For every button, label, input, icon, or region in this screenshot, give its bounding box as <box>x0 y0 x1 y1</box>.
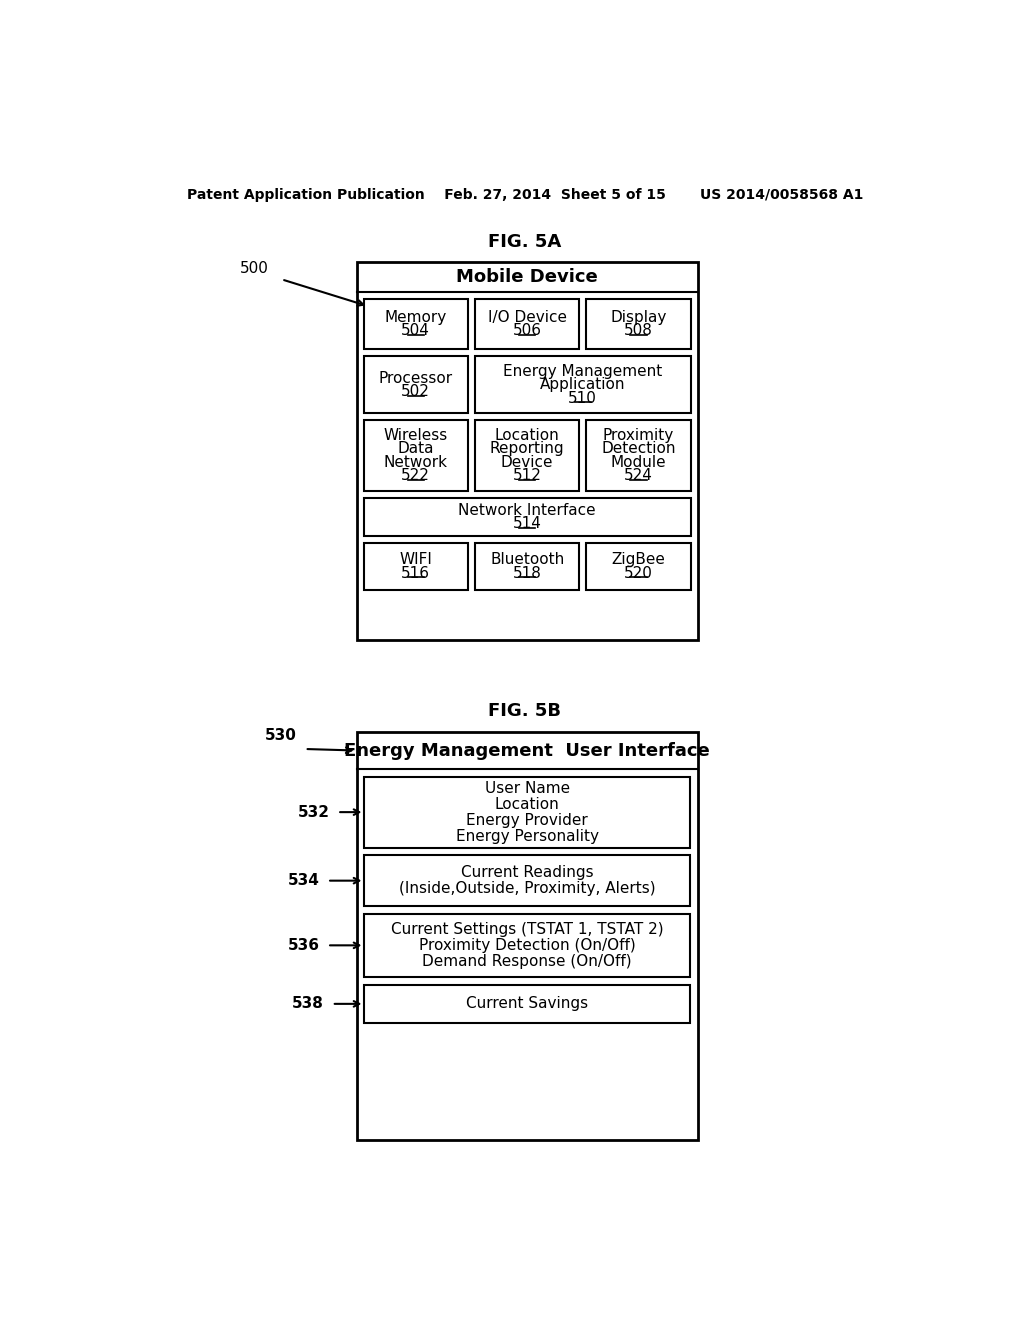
Text: Data: Data <box>397 441 434 457</box>
Text: Patent Application Publication    Feb. 27, 2014  Sheet 5 of 15       US 2014/005: Patent Application Publication Feb. 27, … <box>186 189 863 202</box>
Text: 522: 522 <box>401 469 430 483</box>
Bar <box>365 776 690 847</box>
Bar <box>475 356 690 413</box>
Bar <box>587 544 690 590</box>
Text: 514: 514 <box>513 516 542 532</box>
Bar <box>365 913 690 977</box>
Bar <box>365 985 690 1023</box>
Text: (Inside,Outside, Proximity, Alerts): (Inside,Outside, Proximity, Alerts) <box>398 882 655 896</box>
Text: Device: Device <box>501 455 553 470</box>
Bar <box>356 263 697 640</box>
Text: FIG. 5A: FIG. 5A <box>488 232 561 251</box>
Text: Detection: Detection <box>601 441 676 457</box>
Bar <box>475 544 580 590</box>
Text: Energy Provider: Energy Provider <box>466 813 588 828</box>
Text: 520: 520 <box>624 566 653 581</box>
Text: Proximity Detection (On/Off): Proximity Detection (On/Off) <box>419 937 636 953</box>
Bar <box>364 544 468 590</box>
Bar <box>475 420 580 491</box>
Bar <box>364 420 468 491</box>
Text: Demand Response (On/Off): Demand Response (On/Off) <box>422 954 632 969</box>
Text: WIFI: WIFI <box>399 552 432 568</box>
Text: 536: 536 <box>288 937 319 953</box>
Bar <box>364 356 468 413</box>
Text: Location: Location <box>495 797 559 812</box>
Text: 506: 506 <box>513 323 542 338</box>
Text: 530: 530 <box>265 729 297 743</box>
Bar <box>475 298 580 350</box>
Text: 504: 504 <box>401 323 430 338</box>
Text: Current Readings: Current Readings <box>461 865 594 880</box>
Text: Display: Display <box>610 310 667 325</box>
Text: 538: 538 <box>292 997 324 1011</box>
Text: Module: Module <box>610 455 667 470</box>
Text: Current Savings: Current Savings <box>466 997 588 1011</box>
Text: Energy Management: Energy Management <box>503 364 663 379</box>
Text: FIG. 5B: FIG. 5B <box>488 702 561 721</box>
Text: Network: Network <box>384 455 447 470</box>
Text: Network Interface: Network Interface <box>459 503 596 517</box>
Text: Current Settings (TSTAT 1, TSTAT 2): Current Settings (TSTAT 1, TSTAT 2) <box>391 921 664 937</box>
Text: Bluetooth: Bluetooth <box>490 552 564 568</box>
Bar <box>356 733 697 1140</box>
Text: Mobile Device: Mobile Device <box>457 268 598 286</box>
Text: 502: 502 <box>401 384 430 399</box>
Text: 516: 516 <box>401 566 430 581</box>
Bar <box>364 298 468 350</box>
Text: User Name: User Name <box>484 780 569 796</box>
Text: Wireless: Wireless <box>384 428 447 442</box>
Text: Energy Management  User Interface: Energy Management User Interface <box>344 742 710 759</box>
Bar <box>365 855 690 906</box>
Text: Application: Application <box>540 378 626 392</box>
Text: Memory: Memory <box>385 310 446 325</box>
Text: 534: 534 <box>288 873 319 888</box>
Text: 508: 508 <box>624 323 653 338</box>
Text: 532: 532 <box>298 805 330 820</box>
Text: ZigBee: ZigBee <box>611 552 666 568</box>
Text: Processor: Processor <box>379 371 453 385</box>
Text: 500: 500 <box>240 261 268 276</box>
Text: 518: 518 <box>513 566 542 581</box>
Text: Energy Personality: Energy Personality <box>456 829 599 843</box>
Text: Location: Location <box>495 428 559 442</box>
Text: I/O Device: I/O Device <box>487 310 566 325</box>
Bar <box>364 498 690 536</box>
Bar <box>587 420 690 491</box>
Text: Proximity: Proximity <box>603 428 674 442</box>
Text: 512: 512 <box>513 469 542 483</box>
Text: 524: 524 <box>624 469 653 483</box>
Text: Reporting: Reporting <box>489 441 564 457</box>
Bar <box>587 298 690 350</box>
Text: 510: 510 <box>568 391 597 405</box>
